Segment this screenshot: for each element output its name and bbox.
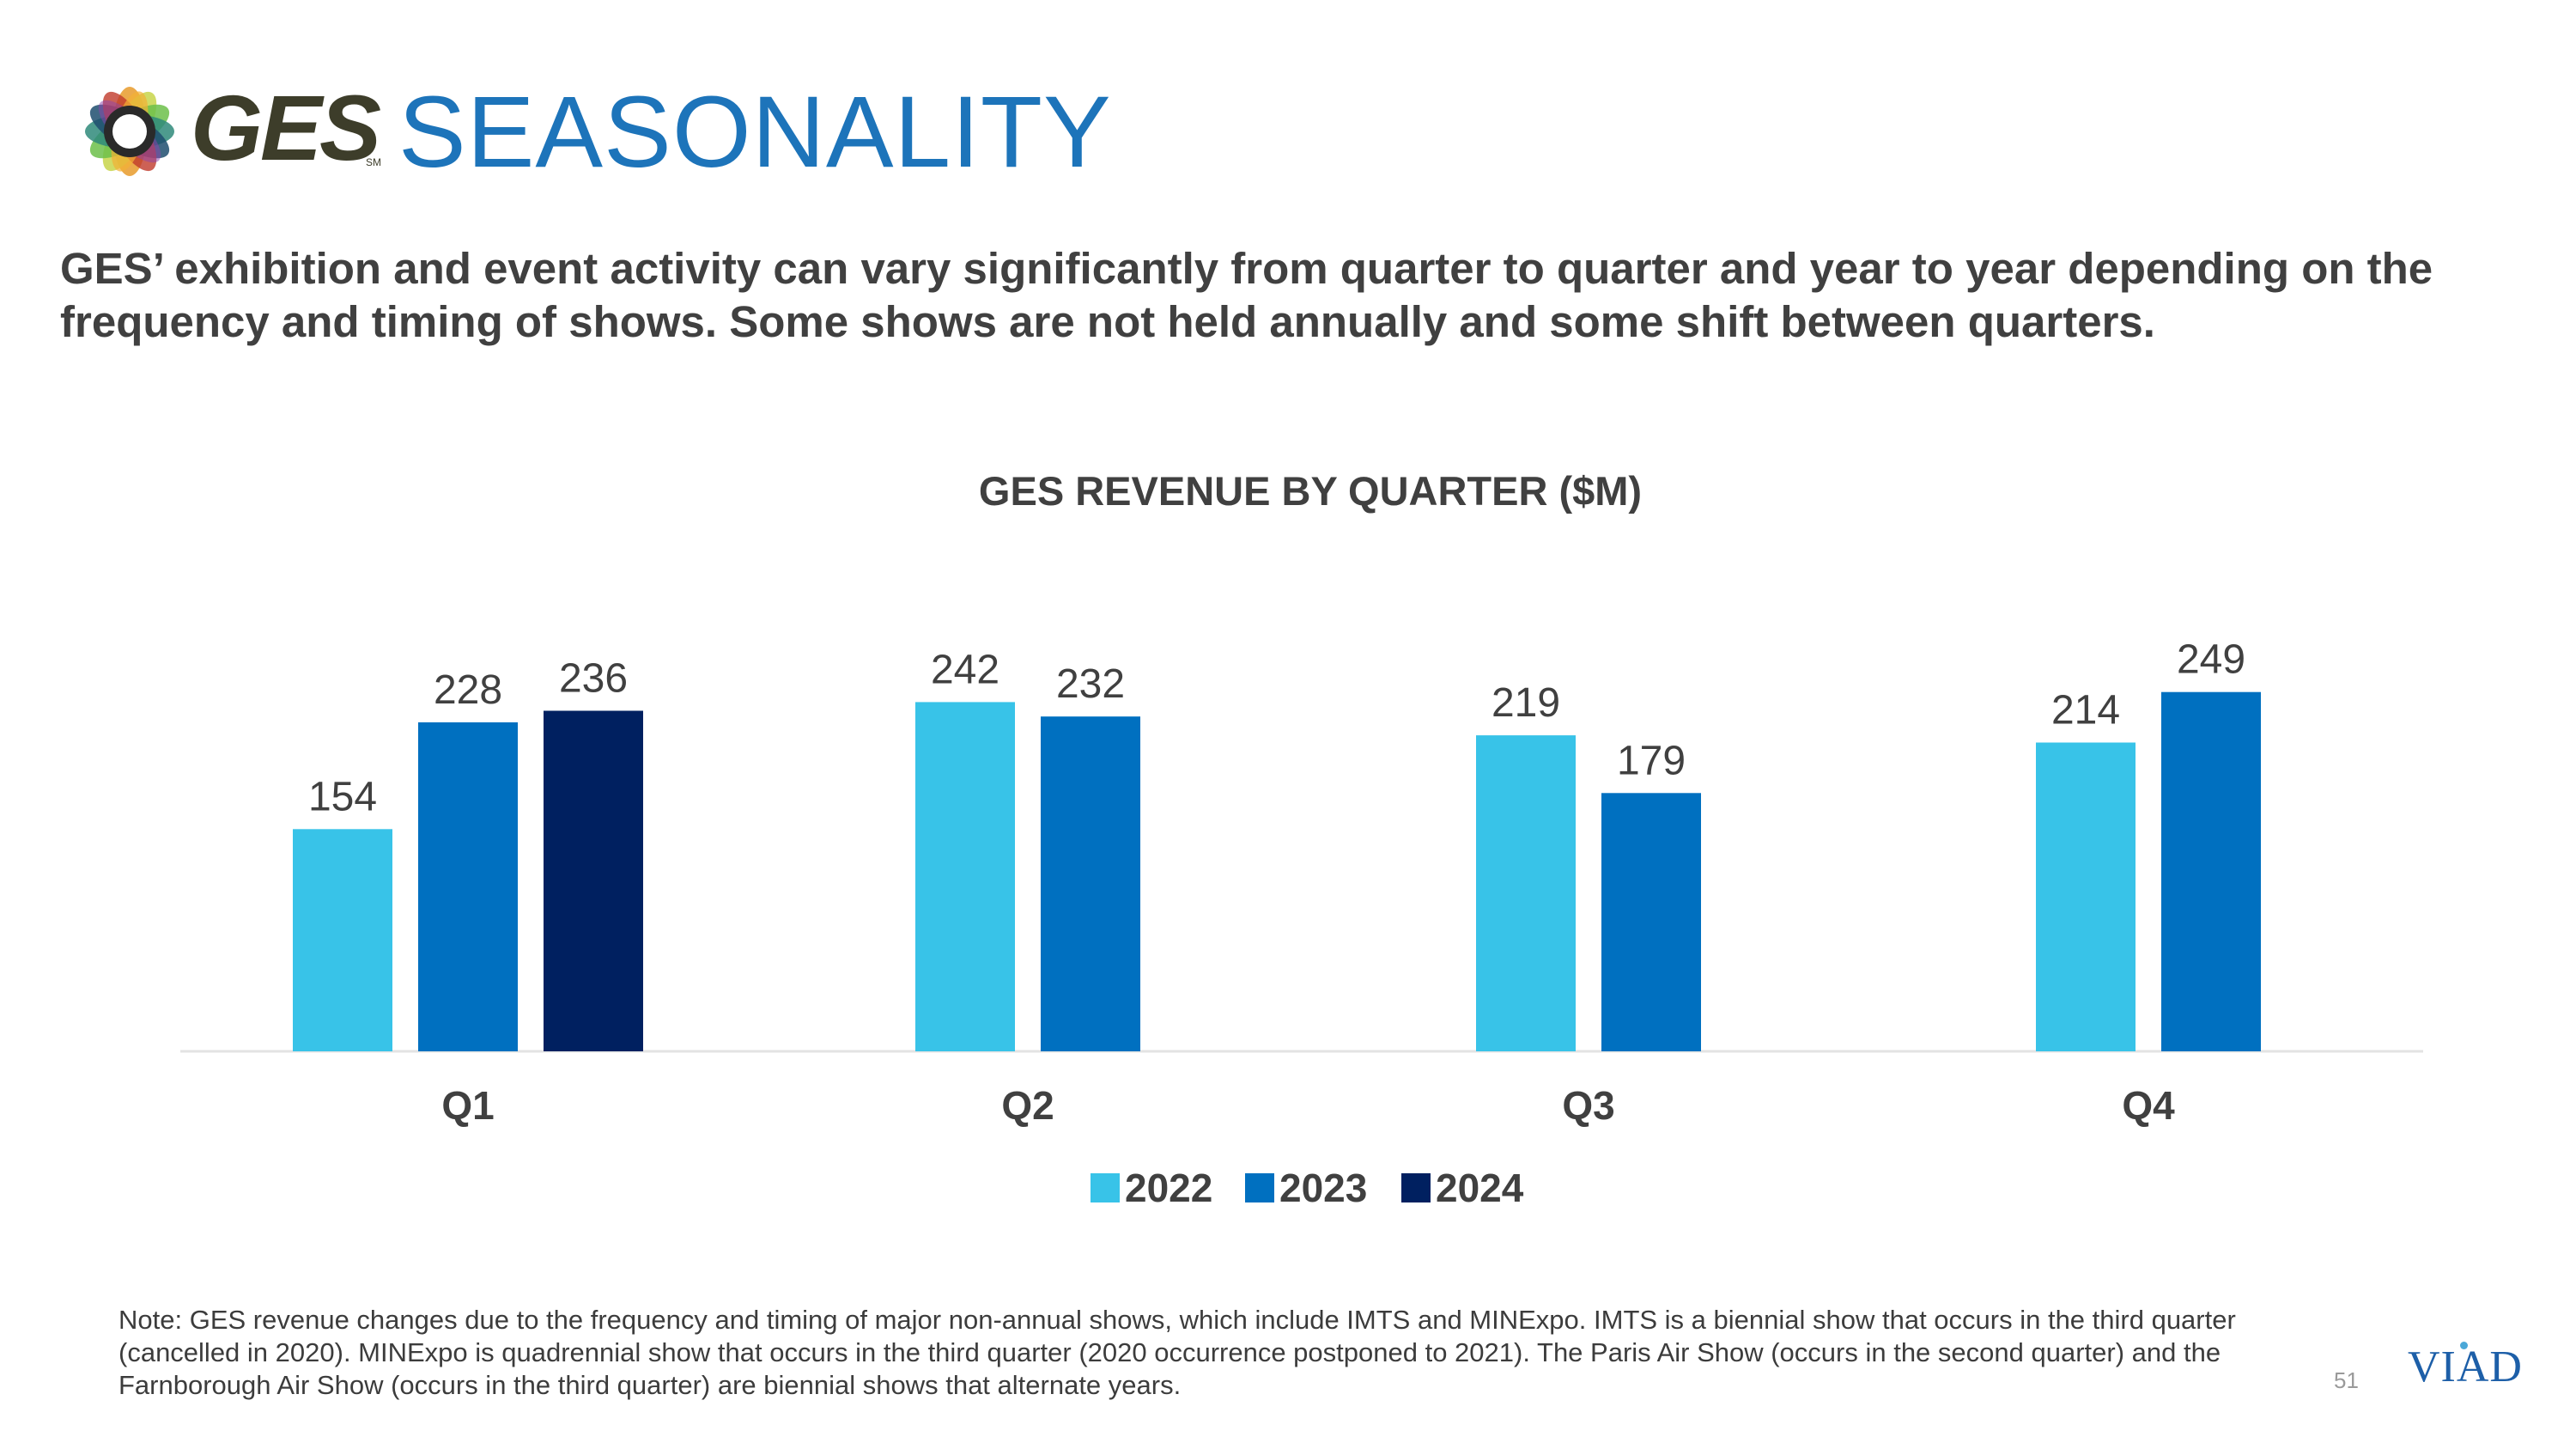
ges-flower-logo-icon xyxy=(85,87,174,176)
bar-q2-2023 xyxy=(1041,716,1140,1051)
data-label-q2-2023: 232 xyxy=(1056,661,1125,707)
chart-title: GES REVENUE BY QUARTER ($M) xyxy=(979,468,1642,514)
subtitle: GES’ exhibition and event activity can v… xyxy=(60,244,2433,346)
data-label-q4-2023: 249 xyxy=(2177,637,2245,683)
data-label-q4-2022: 214 xyxy=(2051,688,2120,734)
data-label-q1-2023: 228 xyxy=(434,667,502,713)
x-tick-q4: Q4 xyxy=(2122,1083,2175,1128)
data-label-q3-2023: 179 xyxy=(1617,738,1686,783)
viad-logo: VIAD xyxy=(2408,1342,2523,1391)
data-labels-group: 154 228 236 242 232 219 179 214 249 xyxy=(308,637,2245,820)
bar-q3-2023 xyxy=(1601,793,1701,1051)
legend-label-2022: 2022 xyxy=(1125,1166,1212,1210)
ges-logo: GES SM xyxy=(65,67,381,196)
page-title: SEASONALITY xyxy=(398,76,1112,189)
footnote: Note: GES revenue changes due to the fre… xyxy=(118,1305,2236,1400)
viad-logo-dot-icon xyxy=(2460,1342,2468,1349)
bar-q1-2022 xyxy=(293,829,392,1051)
legend-label-2024: 2024 xyxy=(1436,1166,1524,1210)
legend-label-2023: 2023 xyxy=(1279,1166,1367,1210)
bar-q1-2023 xyxy=(418,722,518,1051)
page-number: 51 xyxy=(2334,1367,2359,1393)
bar-q2-2022 xyxy=(915,702,1015,1051)
x-tick-q2: Q2 xyxy=(1001,1083,1054,1128)
x-tick-labels-group: Q1 Q2 Q3 Q4 xyxy=(441,1083,2175,1128)
bar-q3-2022 xyxy=(1476,735,1576,1051)
data-label-q1-2024: 236 xyxy=(559,656,628,702)
x-tick-q3: Q3 xyxy=(1562,1083,1614,1128)
bar-q1-2024 xyxy=(544,710,643,1051)
legend-swatch-2023 xyxy=(1245,1173,1274,1202)
legend: 2022 2023 2024 xyxy=(1091,1166,1524,1210)
bars-group xyxy=(293,691,2261,1051)
ges-wordmark: GES xyxy=(191,76,381,180)
bar-q4-2022 xyxy=(2036,742,2136,1051)
bar-q4-2023 xyxy=(2161,691,2261,1051)
data-label-q1-2022: 154 xyxy=(308,774,377,819)
data-label-q2-2022: 242 xyxy=(931,647,999,692)
legend-swatch-2022 xyxy=(1091,1173,1120,1202)
data-label-q3-2022: 219 xyxy=(1492,680,1560,726)
legend-swatch-2024 xyxy=(1401,1173,1431,1202)
x-tick-q1: Q1 xyxy=(441,1083,494,1128)
service-mark: SM xyxy=(366,156,381,168)
